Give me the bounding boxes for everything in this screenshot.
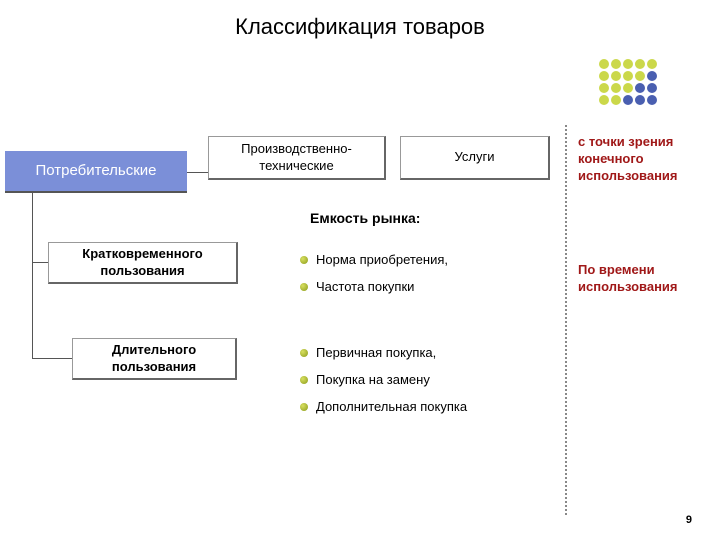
accent-dot — [611, 71, 621, 81]
bullet-item: Частота покупки — [300, 279, 530, 296]
accent-dot — [599, 83, 609, 93]
box-short-use: Кратковременного пользования — [48, 242, 238, 284]
accent-dot — [623, 95, 633, 105]
dotted-separator — [565, 125, 567, 515]
accent-dot — [623, 59, 633, 69]
accent-dot — [599, 59, 609, 69]
bullet-list-long: Первичная покупка, Покупка на замену Доп… — [300, 345, 530, 426]
capacity-heading: Емкость рынка: — [310, 210, 420, 226]
accent-dot — [647, 83, 657, 93]
accent-dot — [647, 59, 657, 69]
page-number: 9 — [686, 514, 692, 526]
connector-consumer-down — [32, 193, 33, 358]
box-consumer: Потребительские — [5, 151, 187, 193]
accent-dot — [599, 95, 609, 105]
bullet-item: Дополнительная покупка — [300, 399, 530, 416]
accent-dot — [635, 95, 645, 105]
note-end-use: с точки зрения конечного использования — [578, 134, 708, 185]
box-services: Услуги — [400, 136, 550, 180]
accent-dot — [623, 71, 633, 81]
accent-dot — [599, 71, 609, 81]
connector-to-long — [32, 358, 72, 359]
bullet-item: Покупка на замену — [300, 372, 530, 389]
accent-dot — [635, 59, 645, 69]
accent-dot — [611, 95, 621, 105]
accent-dot — [623, 83, 633, 93]
note-time-use: По времени использования — [578, 262, 708, 296]
box-prod-tech: Производственно-технические — [208, 136, 386, 180]
accent-dot — [611, 59, 621, 69]
bullet-item: Норма приобретения, — [300, 252, 530, 269]
accent-dot — [635, 71, 645, 81]
accent-dot — [647, 71, 657, 81]
connector-to-short — [32, 262, 48, 263]
connector-consumer-prod — [187, 172, 208, 173]
bullet-item: Первичная покупка, — [300, 345, 530, 362]
accent-dot-grid — [598, 58, 658, 106]
box-long-use: Длительного пользования — [72, 338, 237, 380]
accent-dot — [647, 95, 657, 105]
page-title: Классификация товаров — [0, 14, 720, 40]
accent-dot — [635, 83, 645, 93]
bullet-list-short: Норма приобретения, Частота покупки — [300, 252, 530, 306]
accent-dot — [611, 83, 621, 93]
